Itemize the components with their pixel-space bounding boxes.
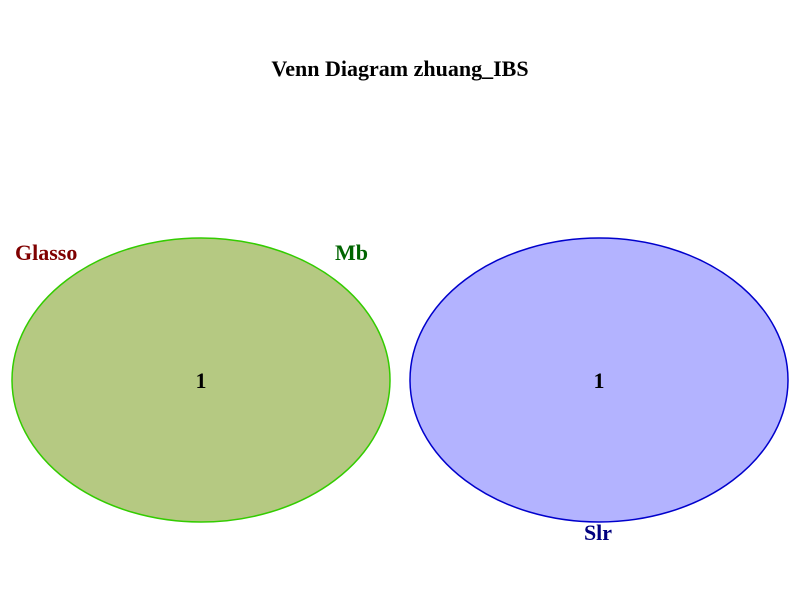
diagram-title: Venn Diagram zhuang_IBS xyxy=(271,56,528,81)
region-count-slr: 1 xyxy=(594,368,605,393)
set-label-slr: Slr xyxy=(584,520,612,545)
glasso-mb-ellipse xyxy=(11,237,391,523)
set-label-mb: Mb xyxy=(335,240,368,265)
set-label-glasso: Glasso xyxy=(15,240,77,265)
slr-ellipse xyxy=(409,237,789,523)
region-count-glasso-mb: 1 xyxy=(196,368,207,393)
